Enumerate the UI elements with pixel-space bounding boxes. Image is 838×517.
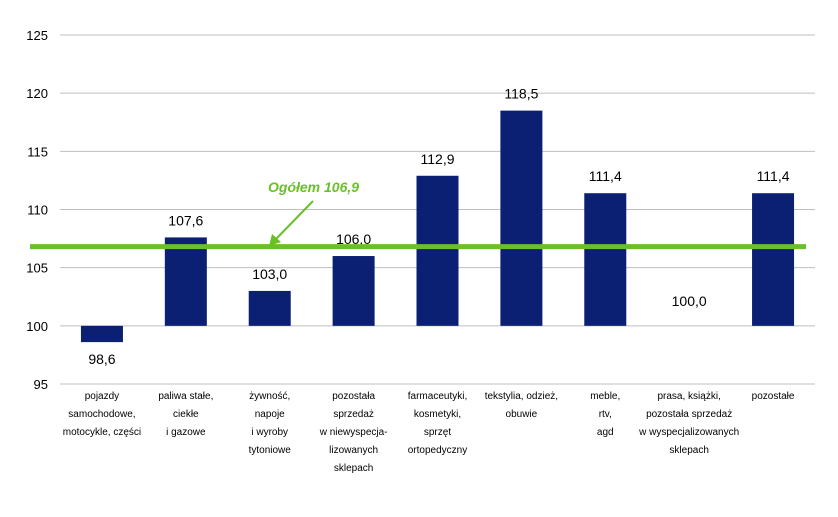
data-label: 111,4 xyxy=(757,168,790,184)
category-label-line: pozostała xyxy=(332,391,376,402)
category-label-line: i gazowe xyxy=(166,427,206,438)
category-label-line: rtv, xyxy=(598,409,612,420)
y-axis-tick-labels: 95 100 105 110 115 120 125 xyxy=(26,28,48,392)
reference-arrow xyxy=(274,200,314,241)
category-label-line: i wyroby xyxy=(251,427,289,438)
category-label: tekstylia, odzież, obuwie xyxy=(461,388,581,424)
category-label-line: ciekłe xyxy=(173,409,199,420)
category-label-line: paliwa stałe, xyxy=(158,391,214,402)
category-label: pozostałe xyxy=(713,388,833,406)
category-label-line: farmaceutyki, xyxy=(407,391,468,402)
category-label-line: sprzedaż xyxy=(333,409,374,420)
reference-arrowhead xyxy=(269,234,281,246)
bar xyxy=(164,237,207,326)
category-label-line: tytoniowe xyxy=(248,445,291,456)
data-label: 112,9 xyxy=(421,151,455,167)
category-label-line: prasa, książki, xyxy=(657,391,721,402)
y-tick-label: 95 xyxy=(34,377,48,392)
category-label-line: napoje xyxy=(254,409,285,420)
y-tick-label: 115 xyxy=(27,144,48,159)
category-label-line: żywność, xyxy=(249,391,291,402)
data-label: 103,0 xyxy=(252,266,287,282)
bar xyxy=(416,175,459,326)
category-label-line: lizowanych xyxy=(329,445,379,456)
category-label-line: pozostałe xyxy=(751,391,795,402)
bars xyxy=(80,110,795,343)
category-label-line: pojazdy xyxy=(84,391,120,402)
y-tick-label: 125 xyxy=(26,28,48,43)
category-label: pozostała sprzedaż w niewyspecja-lizowanyc… xyxy=(294,388,414,478)
category-label: meble, rtv, agd xyxy=(545,388,665,442)
category-label: paliwa stałe, ciekłe i gazowe xyxy=(126,388,246,442)
category-label: pojazdy samochodowe, motocykle, części xyxy=(42,388,162,442)
category-label-line: motocykle, części xyxy=(62,427,142,438)
data-label: 118,5 xyxy=(504,86,538,102)
data-label: 106,0 xyxy=(336,231,371,247)
y-tick-label: 110 xyxy=(27,203,48,218)
category-label: farmaceutyki, kosmetyki, sprzęt ortopedyczn… xyxy=(378,388,498,460)
category-label: prasa, książki, pozostała sprzedaż w wyspe… xyxy=(629,388,749,460)
bar xyxy=(500,110,543,326)
category-label-line: sklepach xyxy=(333,463,374,474)
reference-line-label: Ogółem 106,9 xyxy=(268,179,359,195)
reference-line-group: Ogółem 106,9 xyxy=(30,179,806,250)
data-label: 111,4 xyxy=(589,168,622,184)
data-labels: 98,6 107,6 103,0 106,0 112,9 118,5 111,4 100,0 1… xyxy=(88,86,789,368)
bar xyxy=(332,256,375,326)
data-label: 107,6 xyxy=(168,212,203,228)
bar xyxy=(80,325,123,343)
category-label: żywność, napoje i wyroby tytoniowe xyxy=(210,388,330,460)
category-label-line: samochodowe, xyxy=(68,409,136,420)
category-label-line: meble, xyxy=(590,391,621,402)
category-label-line: sprzęt xyxy=(423,427,452,438)
category-label-line: sklepach xyxy=(669,445,709,456)
category-label-line: w wyspecjalizowanych xyxy=(639,427,740,438)
data-label: 100,0 xyxy=(672,293,707,309)
category-label-line: tekstylia, odzież, xyxy=(484,391,559,402)
bar xyxy=(584,193,627,326)
category-label-line: pozostała sprzedaż xyxy=(646,409,733,420)
bar xyxy=(752,193,795,326)
category-label-line: w niewyspecja- xyxy=(319,427,388,438)
category-label-line: agd xyxy=(596,427,614,438)
y-tick-label: 120 xyxy=(26,86,48,101)
y-tick-label: 100 xyxy=(26,319,48,334)
data-label: 98,6 xyxy=(88,351,115,367)
bar xyxy=(248,290,291,326)
category-label-line: obuwie xyxy=(505,409,538,420)
y-tick-label: 105 xyxy=(26,261,48,276)
category-label-line: kosmetyki, xyxy=(413,409,462,420)
category-label-line: ortopedyczny xyxy=(407,445,468,456)
